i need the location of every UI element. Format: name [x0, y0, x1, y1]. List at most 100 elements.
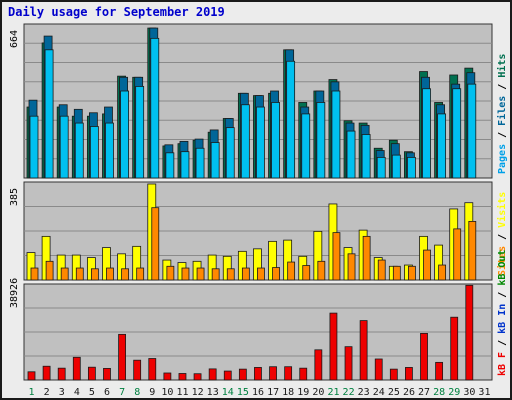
- pages-bar: [89, 126, 99, 179]
- pages-bar: [105, 122, 114, 179]
- kbf-bar: [299, 367, 308, 381]
- legend-entry: Files: [496, 96, 508, 126]
- sites-bar: [121, 268, 129, 281]
- day-label: 12: [192, 387, 204, 398]
- sites-bar: [181, 267, 190, 281]
- pages-bar: [437, 113, 447, 179]
- sites-bar: [45, 260, 54, 281]
- kbf-bar: [118, 333, 126, 381]
- pages-bar: [271, 102, 280, 179]
- legend-separator: /: [497, 126, 508, 144]
- sites-bar: [226, 268, 235, 281]
- visits-panel-max-label: 385: [9, 188, 20, 206]
- kbf-bar: [405, 367, 413, 381]
- day-label: 10: [161, 387, 173, 398]
- kbf-bar: [238, 368, 247, 381]
- kbf-bar: [57, 367, 66, 381]
- legend-entry: kB In: [497, 304, 508, 334]
- kbf-bar: [465, 284, 474, 381]
- pages-bar: [316, 102, 326, 179]
- sites-bar: [408, 265, 416, 281]
- legend-entry: Hits: [496, 54, 508, 78]
- sites-bar: [438, 264, 447, 281]
- legend-entry: Visits: [496, 192, 508, 228]
- sites-bar: [136, 267, 145, 281]
- kbf-bar: [329, 312, 338, 381]
- day-label: 20: [312, 387, 324, 398]
- legend-separator: /: [497, 228, 508, 246]
- sites-bar: [468, 221, 477, 281]
- hits-panel-max-label: 664: [9, 30, 20, 48]
- sites-bar: [151, 207, 160, 281]
- visits-panel-legend: Sites / Visits: [496, 192, 508, 276]
- legend-entry: kB Out: [497, 250, 508, 286]
- pages-bar: [135, 86, 145, 179]
- legend-separator: /: [497, 78, 508, 96]
- pages-bar: [256, 106, 265, 179]
- legend-entry: Pages: [497, 144, 508, 174]
- day-label: 29: [448, 387, 460, 398]
- kbytes-panel-max-label: 38926: [9, 278, 20, 308]
- pages-bar: [150, 37, 160, 179]
- kbf-bar: [178, 373, 187, 381]
- pages-bar: [120, 90, 129, 179]
- pages-bar: [210, 142, 220, 179]
- sites-bar: [302, 265, 311, 281]
- kbf-bar: [435, 361, 444, 381]
- pages-bar: [407, 156, 416, 179]
- day-label: 8: [134, 387, 140, 398]
- day-label: 28: [433, 387, 445, 398]
- pages-bar: [165, 152, 175, 179]
- hits-panel-legend: Pages / Files / Hits: [496, 54, 508, 174]
- day-label: 11: [176, 387, 188, 398]
- kbf-bar: [389, 368, 398, 381]
- sites-bar: [392, 265, 401, 281]
- kbf-bar: [133, 359, 142, 381]
- day-label: 4: [74, 387, 80, 398]
- kbf-bar: [344, 346, 353, 381]
- legend-separator: /: [497, 334, 508, 352]
- kbf-bar: [87, 366, 96, 381]
- day-label: 30: [463, 387, 475, 398]
- sites-bar: [196, 267, 205, 281]
- kbf-bar: [359, 320, 368, 381]
- day-label: 15: [237, 387, 249, 398]
- day-label: 6: [104, 387, 110, 398]
- day-label: 2: [44, 387, 50, 398]
- sites-bar: [211, 268, 220, 281]
- sites-bar: [347, 253, 356, 281]
- pages-bar: [195, 147, 205, 179]
- sites-bar: [317, 260, 326, 281]
- pages-bar: [376, 156, 386, 179]
- day-label: 17: [267, 387, 279, 398]
- sites-bar: [377, 259, 386, 281]
- chart-title: Daily usage for September 2019: [8, 5, 225, 19]
- kbf-bar: [27, 371, 36, 381]
- day-label: 14: [222, 387, 234, 398]
- kbf-bar: [42, 365, 51, 381]
- day-label: 24: [373, 387, 385, 398]
- pages-bar: [74, 122, 84, 179]
- sites-bar: [257, 267, 265, 281]
- kbf-bar: [163, 372, 172, 381]
- day-label: 25: [388, 387, 400, 398]
- pages-bar: [29, 115, 39, 179]
- day-label: 21: [327, 387, 339, 398]
- day-label: 5: [89, 387, 95, 398]
- pages-bar: [331, 90, 341, 179]
- pages-bar: [44, 49, 54, 179]
- sites-bar: [423, 249, 431, 281]
- pages-bar: [301, 113, 311, 179]
- pages-bar: [59, 115, 69, 179]
- day-label: 3: [59, 387, 65, 398]
- pages-bar: [346, 130, 356, 179]
- day-label: 9: [149, 387, 155, 398]
- pages-bar: [467, 83, 477, 179]
- sites-bar: [332, 232, 341, 281]
- day-label: 16: [252, 387, 264, 398]
- kbf-bar: [420, 332, 428, 381]
- day-label: 13: [207, 387, 219, 398]
- day-label: 31: [478, 387, 490, 398]
- day-label: 23: [358, 387, 370, 398]
- day-label: 7: [119, 387, 125, 398]
